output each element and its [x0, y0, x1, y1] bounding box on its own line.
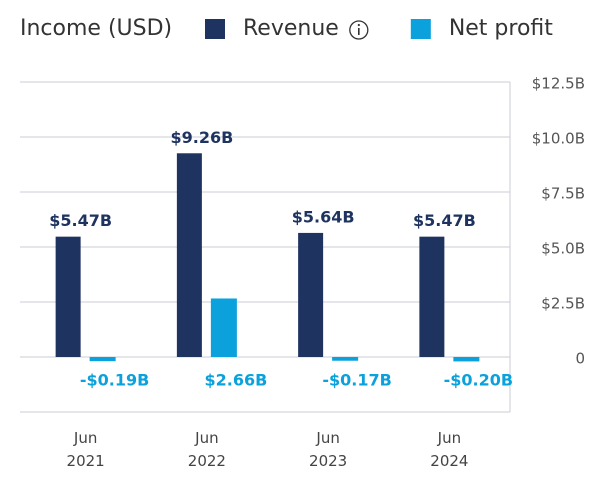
x-tick-label: Jun 2023 [309, 429, 348, 470]
legend-label: Revenue [243, 16, 339, 41]
revenue-bar [55, 236, 81, 357]
y-tick-label: $10.0B [532, 130, 585, 148]
revenue-bar [176, 153, 202, 357]
y-tick-label: $2.5B [541, 295, 585, 313]
net-profit-bar [89, 357, 116, 362]
data-label: $5.64B [292, 207, 355, 226]
data-label: -$0.17B [322, 371, 391, 390]
info-icon-dot [357, 23, 360, 27]
data-label: $5.47B [413, 211, 476, 230]
data-label: $5.47B [49, 211, 112, 230]
x-tick-label: Jun 2021 [66, 429, 105, 470]
info-icon [349, 20, 369, 40]
legend-swatch [410, 19, 431, 39]
data-label: -$0.19B [80, 371, 149, 390]
x-tick-label: Jun 2022 [187, 429, 226, 470]
revenue-bar [419, 236, 445, 357]
net-profit-bar [453, 357, 480, 362]
legend-swatch [205, 19, 225, 39]
revenue-bar [298, 232, 324, 357]
y-tick-label: $7.5B [541, 185, 585, 203]
y-tick-label: $5.0B [541, 240, 585, 258]
net-profit-bar [210, 298, 237, 357]
data-label: $9.26B [170, 128, 233, 147]
chart-title: Income (USD) [20, 16, 172, 41]
legend-label: Net profit [449, 16, 553, 41]
data-label: $2.66B [204, 371, 267, 390]
y-tick-label: 0 [575, 350, 585, 368]
x-tick-label: Jun 2024 [430, 429, 469, 470]
net-profit-bar [332, 357, 359, 361]
data-label: -$0.20B [444, 371, 513, 390]
y-tick-label: $12.5B [532, 75, 585, 93]
